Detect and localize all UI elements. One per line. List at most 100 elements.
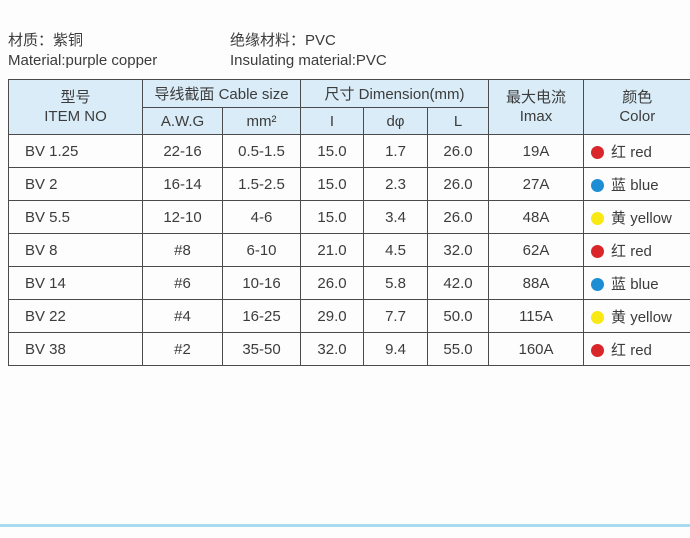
header-i: I [300, 107, 365, 135]
table-row: BV 38 #2 35-50 32.0 9.4 55.0 160A 红 red [8, 332, 690, 366]
cell-mm2: 6-10 [221, 233, 302, 267]
cell-color: 蓝 blue [583, 167, 690, 201]
cell-d-phi: 2.3 [363, 167, 429, 201]
table-row: BV 5.5 12-10 4-6 15.0 3.4 26.0 48A 黄 yel… [8, 200, 690, 234]
color-label: 黄 yellow [611, 209, 672, 227]
header-imax: 最大电流 Imax [488, 79, 585, 135]
header-color: 颜色 Color [583, 79, 690, 135]
cell-l: 42.0 [427, 266, 490, 300]
cell-color: 黄 yellow [583, 299, 690, 333]
cell-item-no: BV 1.25 [8, 134, 143, 168]
table-row: BV 2 16-14 1.5-2.5 15.0 2.3 26.0 27A 蓝 b… [8, 167, 690, 201]
cell-d-phi: 3.4 [363, 200, 429, 234]
cell-i: 21.0 [300, 233, 365, 267]
cell-mm2: 16-25 [221, 299, 302, 333]
cell-awg: #2 [142, 332, 223, 366]
header-row-2: A.W.G mm² I dφ L [9, 107, 690, 135]
cell-awg: #8 [142, 233, 223, 267]
cell-item-no: BV 8 [8, 233, 143, 267]
cell-imax: 27A [488, 167, 585, 201]
color-dot-icon [591, 178, 605, 192]
cell-color: 黄 yellow [583, 200, 690, 234]
header-l: L [427, 107, 490, 135]
cell-d-phi: 5.8 [363, 266, 429, 300]
cell-awg: #4 [142, 299, 223, 333]
header-imax-en: Imax [519, 108, 553, 125]
header-mm2: mm² [221, 107, 302, 135]
material-label-cn: 材质：紫铜 [8, 32, 84, 49]
cell-i: 15.0 [300, 200, 365, 234]
cell-l: 26.0 [427, 200, 490, 234]
header-row-1: 型号 ITEM NO 导线截面 Cable size 尺寸 Dimension(… [8, 79, 690, 135]
cell-item-no: BV 2 [8, 167, 143, 201]
header-color-en: Color [619, 108, 656, 125]
cell-color: 红 red [583, 233, 690, 267]
cell-awg: 12-10 [142, 200, 223, 234]
table-row: BV 1.25 22-16 0.5-1.5 15.0 1.7 26.0 19A … [8, 134, 690, 168]
cell-mm2: 35-50 [221, 332, 302, 366]
cell-awg: 16-14 [142, 167, 223, 201]
cell-item-no: BV 14 [8, 266, 143, 300]
color-label: 红 red [611, 143, 652, 161]
header-awg: A.W.G [142, 107, 223, 135]
material-label-en: Material:purple copper [8, 52, 158, 69]
insulation-block: 绝缘材料：PVC Insulating material:PVC [230, 31, 387, 71]
insulation-label-en: Insulating material:PVC [230, 52, 387, 69]
header-item-no-en: ITEM NO [44, 108, 107, 125]
cell-mm2: 0.5-1.5 [221, 134, 302, 168]
cell-color: 红 red [583, 332, 690, 366]
header-item-no: 型号 ITEM NO [8, 79, 143, 135]
table-row: BV 8 #8 6-10 21.0 4.5 32.0 62A 红 red [8, 233, 690, 267]
cell-i: 26.0 [300, 266, 365, 300]
header-d-phi: dφ [363, 107, 429, 135]
spec-table: 型号 ITEM NO 导线截面 Cable size 尺寸 Dimension(… [8, 79, 690, 366]
cell-l: 50.0 [427, 299, 490, 333]
cell-mm2: 4-6 [221, 200, 302, 234]
cell-d-phi: 7.7 [363, 299, 429, 333]
cell-item-no: BV 38 [8, 332, 143, 366]
table-row: BV 14 #6 10-16 26.0 5.8 42.0 88A 蓝 blue [8, 266, 690, 300]
color-dot-icon [591, 310, 605, 324]
color-label: 黄 yellow [611, 308, 672, 326]
cell-i: 32.0 [300, 332, 365, 366]
cell-d-phi: 4.5 [363, 233, 429, 267]
cell-imax: 115A [488, 299, 585, 333]
cell-imax: 160A [488, 332, 585, 366]
cell-l: 32.0 [427, 233, 490, 267]
cell-d-phi: 9.4 [363, 332, 429, 366]
bottom-divider [0, 524, 690, 527]
color-dot-icon [591, 145, 605, 159]
color-label: 红 red [611, 242, 652, 260]
cell-item-no: BV 5.5 [8, 200, 143, 234]
color-dot-icon [591, 211, 605, 225]
header-cable-size-group: 导线截面 Cable size [141, 79, 302, 108]
cell-mm2: 1.5-2.5 [221, 167, 302, 201]
cell-l: 26.0 [427, 134, 490, 168]
cell-awg: 22-16 [142, 134, 223, 168]
cell-i: 15.0 [300, 134, 365, 168]
color-dot-icon [591, 244, 605, 258]
table-row: BV 22 #4 16-25 29.0 7.7 50.0 115A 黄 yell… [8, 299, 690, 333]
material-block: 材质：紫铜 Material:purple copper [8, 31, 157, 71]
cell-imax: 48A [488, 200, 585, 234]
cell-imax: 88A [488, 266, 585, 300]
cell-d-phi: 1.7 [363, 134, 429, 168]
cell-imax: 19A [488, 134, 585, 168]
cell-imax: 62A [488, 233, 585, 267]
color-dot-icon [591, 277, 605, 291]
insulation-label-cn: 绝缘材料：PVC [230, 32, 336, 49]
cell-i: 29.0 [300, 299, 365, 333]
cell-i: 15.0 [300, 167, 365, 201]
color-label: 红 red [611, 341, 652, 359]
cell-item-no: BV 22 [8, 299, 143, 333]
header-dimension-group: 尺寸 Dimension(mm) [300, 79, 490, 108]
cell-l: 26.0 [427, 167, 490, 201]
color-label: 蓝 blue [611, 275, 659, 293]
color-dot-icon [591, 343, 605, 357]
cell-color: 红 red [583, 134, 690, 168]
cell-l: 55.0 [427, 332, 490, 366]
cell-mm2: 10-16 [221, 266, 302, 300]
header-imax-cn: 最大电流 [506, 89, 567, 106]
cell-awg: #6 [142, 266, 223, 300]
